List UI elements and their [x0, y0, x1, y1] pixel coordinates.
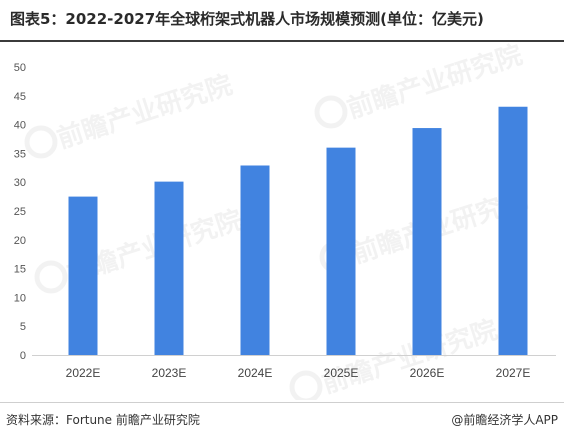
x-tick-label: 2027E [496, 366, 531, 380]
x-axis: 2022E 2023E 2024E 2025E 2026E 2027E [32, 355, 556, 380]
y-tick-label: 15 [14, 264, 26, 276]
watermark-text: 前瞻产业研究院 [343, 39, 525, 124]
y-tick-label: 35 [14, 148, 26, 160]
bar-series [68, 106, 528, 355]
footer: 资料来源：Fortune 前瞻产业研究院 @前瞻经济学人APP [0, 402, 564, 435]
bar [498, 106, 528, 355]
y-tick-label: 40 [14, 120, 26, 132]
y-axis: 0 5 10 15 20 25 30 35 40 45 50 [14, 62, 26, 362]
x-tick-label: 2024E [238, 366, 273, 380]
bar [326, 147, 356, 355]
bar [412, 128, 442, 355]
x-tick-label: 2022E [66, 366, 101, 380]
watermark: 前瞻产业研究院 [289, 314, 501, 400]
x-tick-label: 2025E [324, 366, 359, 380]
y-tick-label: 25 [14, 206, 26, 218]
title-divider [0, 40, 564, 42]
bar [154, 181, 184, 355]
watermark-layer: 前瞻产业研究院前瞻产业研究院前瞻产业研究院前瞻产业研究院前瞻产业研究院 [24, 39, 531, 400]
watermark: 前瞻产业研究院 [314, 39, 526, 129]
watermark: 前瞻产业研究院 [24, 69, 236, 159]
watermark-text: 前瞻产业研究院 [53, 69, 235, 154]
chart-title: 图表5：2022-2027年全球桁架式机器人市场规模预测(单位：亿美元) [10, 10, 484, 28]
y-tick-label: 45 [14, 91, 26, 103]
y-tick-label: 5 [20, 321, 26, 333]
y-tick-label: 20 [14, 235, 26, 247]
bar [68, 196, 98, 355]
x-tick-label: 2023E [152, 366, 187, 380]
bar [240, 165, 270, 355]
bar-chart: 前瞻产业研究院前瞻产业研究院前瞻产业研究院前瞻产业研究院前瞻产业研究院 0 5 10… [14, 39, 556, 400]
y-tick-label: 10 [14, 292, 26, 304]
y-tick-label: 50 [14, 62, 26, 74]
x-tick-label: 2026E [410, 366, 445, 380]
y-tick-label: 0 [20, 350, 26, 362]
watermark: 前瞻产业研究院 [34, 204, 246, 294]
source-note: 资料来源：Fortune 前瞻产业研究院 [6, 413, 200, 427]
credit-note: @前瞻经济学人APP [451, 413, 558, 427]
y-tick-label: 30 [14, 177, 26, 189]
